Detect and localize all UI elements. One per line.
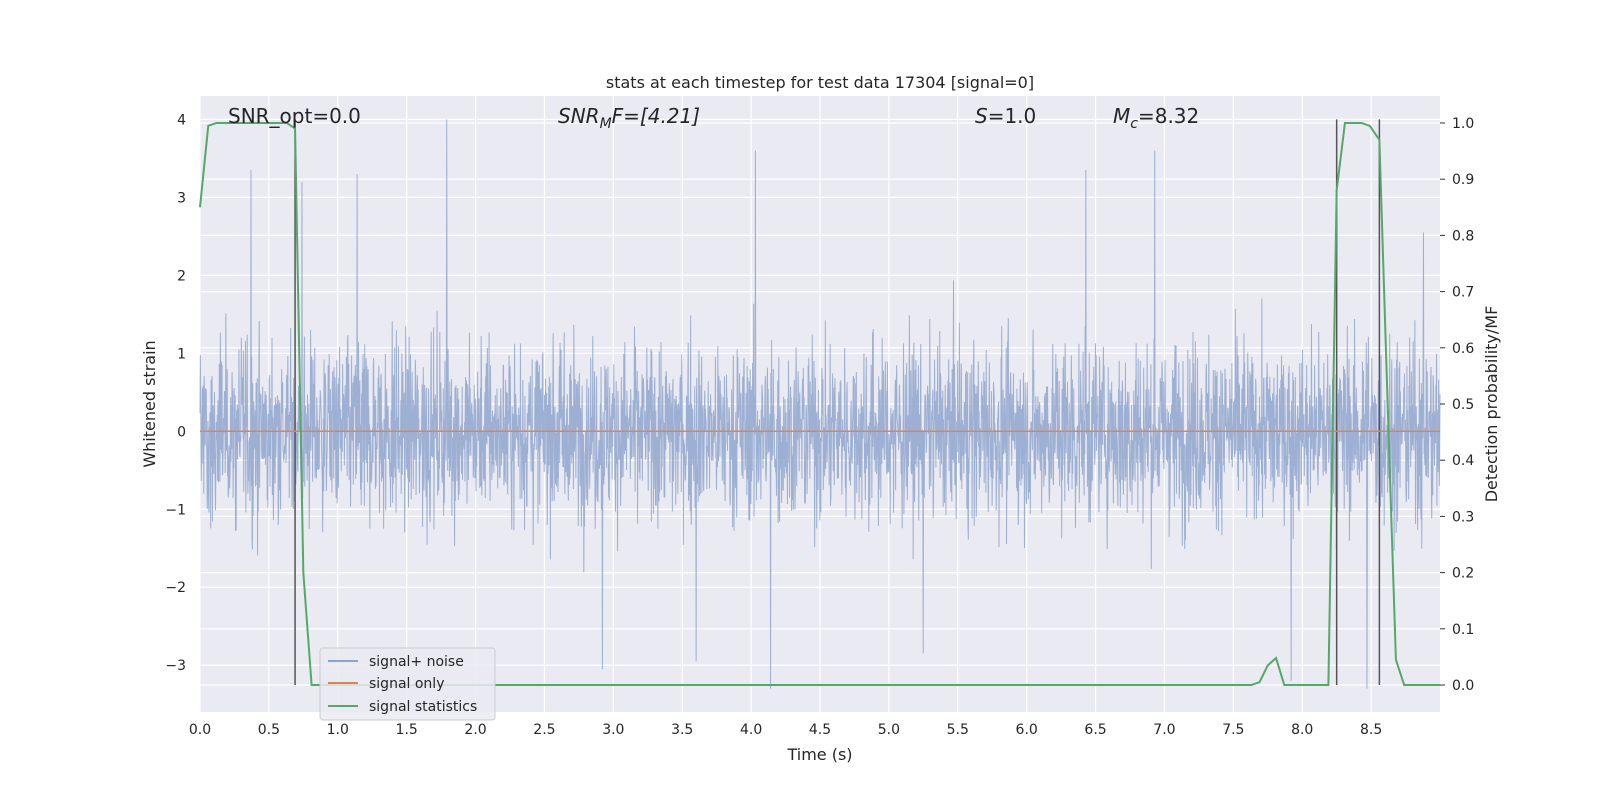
y-tick-label-right: 0.6	[1452, 341, 1474, 357]
y-tick-label-left: −2	[165, 580, 186, 596]
x-tick-label: 6.5	[1084, 722, 1106, 738]
y-tick-label-left: 3	[177, 190, 186, 206]
y-tick-label-right: 0.2	[1452, 566, 1474, 582]
x-tick-label: 0.5	[258, 722, 280, 738]
legend-box	[319, 647, 496, 721]
signal-noise-series	[199, 119, 1441, 689]
x-tick-label: 4.5	[809, 722, 831, 738]
snr-mf-sub: M	[600, 116, 612, 132]
legend: signal+ noise signal only signal statist…	[319, 647, 496, 721]
x-tick-label: 3.0	[602, 722, 624, 738]
signal-statistics-series	[199, 121, 1440, 687]
x-tick-label: 4.0	[740, 722, 762, 738]
legend-label-signal-noise: signal+ noise	[369, 654, 464, 670]
x-tick-label: 3.5	[671, 722, 693, 738]
x-tick-label: 8.5	[1360, 722, 1382, 738]
x-tick-label: 2.5	[533, 722, 555, 738]
y-axis-label-left: Whitened strain	[140, 340, 159, 467]
mc-rest: =8.32	[1138, 104, 1199, 128]
x-tick-label: 7.5	[1222, 722, 1244, 738]
y-tick-label-right: 0.1	[1452, 622, 1474, 638]
x-tick-label: 0.0	[189, 722, 211, 738]
chart-title: stats at each timestep for test data 173…	[606, 73, 1034, 92]
y-tick-label-right: 0.9	[1452, 172, 1474, 188]
y-tick-label-left: 1	[177, 346, 186, 362]
snr-mf-rest: F=[4.21]	[612, 104, 700, 128]
y-tick-label-right: 0.4	[1452, 453, 1474, 469]
y-tick-label-right: 0.7	[1452, 285, 1474, 301]
y-tick-label-left: 4	[177, 112, 186, 128]
y-tick-label-left: −1	[165, 502, 186, 518]
annotation-snr-opt: SNR_opt=0.0	[228, 104, 361, 128]
s-var: S	[975, 104, 988, 128]
x-axis-label: Time (s)	[786, 745, 852, 764]
annotation-mc: Mc=8.32	[1113, 104, 1199, 132]
y-axis-label-right: Detection probability/MF	[1482, 306, 1501, 503]
mc-sub: c	[1130, 116, 1138, 132]
annotation-s: S=1.0	[975, 104, 1036, 128]
annotation-snr-mf: SNRMF=[4.21]	[558, 104, 700, 132]
legend-label-signal-statistics: signal statistics	[369, 699, 477, 715]
x-tick-label: 7.0	[1153, 722, 1175, 738]
signal-noise-line	[199, 119, 1441, 689]
x-tick-label: 2.0	[464, 722, 486, 738]
x-tick-label: 5.0	[878, 722, 900, 738]
x-tick-label: 1.0	[327, 722, 349, 738]
y-tick-label-left: 2	[177, 268, 186, 284]
y-tick-label-left: 0	[177, 424, 186, 440]
y-tick-label-right: 0.8	[1452, 228, 1474, 244]
y-tick-label-right: 0.5	[1452, 397, 1474, 413]
x-tick-label: 8.0	[1291, 722, 1313, 738]
y-tick-label-right: 0.0	[1452, 678, 1474, 694]
axis-ticks: 0.0 0.5 1.0 1.5 2.0 2.5 3.0 3.5 4.0 4.5 5.0 5.5 6.0 6…	[165, 112, 1474, 738]
y-tick-label-left: −3	[165, 658, 186, 674]
x-tick-label: 6.0	[1016, 722, 1038, 738]
mc-var: M	[1113, 104, 1130, 128]
x-tick-label: 5.5	[947, 722, 969, 738]
s-rest: =1.0	[988, 104, 1037, 128]
x-tick-label: 1.5	[396, 722, 418, 738]
y-tick-label-right: 0.3	[1452, 509, 1474, 525]
legend-label-signal-only: signal only	[369, 676, 444, 692]
signal-statistics-line	[199, 121, 1440, 687]
snr-mf-base: SNR	[558, 104, 600, 128]
y-tick-label-right: 1.0	[1452, 116, 1474, 132]
